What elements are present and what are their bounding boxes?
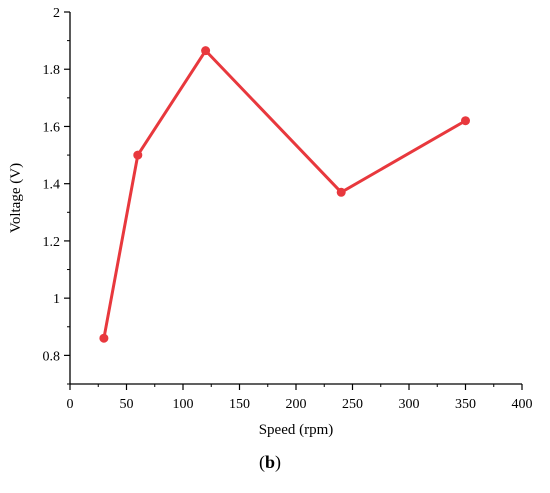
x-tick-label: 100 <box>173 397 194 412</box>
data-point <box>133 150 143 160</box>
x-tick-label: 50 <box>120 397 134 412</box>
x-tick-label: 250 <box>342 397 363 412</box>
x-tick-label: 400 <box>512 397 533 412</box>
y-tick-label: 0.8 <box>43 349 61 364</box>
caption-open: ( <box>258 452 265 472</box>
x-tick-label: 0 <box>67 397 74 412</box>
figure-caption: (b) <box>0 452 540 473</box>
y-tick-label: 1.8 <box>43 63 61 78</box>
x-tick-label: 200 <box>286 397 307 412</box>
data-point <box>201 46 211 56</box>
y-tick-label: 1.4 <box>43 178 61 193</box>
x-tick-label: 300 <box>399 397 420 412</box>
axes <box>69 12 522 385</box>
y-tick-label: 2 <box>53 6 60 21</box>
axis-ticks: 0 50 100 150 200 250 300 350 400 0.8 1 1.2 1.4 1.6 1.8… <box>43 6 533 412</box>
line-chart: 0 50 100 150 200 250 300 350 400 0.8 1 1.2 1.4 1.6 1.8… <box>8 6 533 438</box>
caption-close: ) <box>275 452 281 472</box>
y-tick-label: 1 <box>53 292 60 307</box>
data-point <box>461 116 470 126</box>
data-point <box>99 333 109 343</box>
x-axis-title: Speed (rpm) <box>259 422 334 438</box>
caption-label: b <box>264 452 275 472</box>
x-tick-label: 350 <box>455 397 476 412</box>
y-tick-label: 1.2 <box>43 235 61 250</box>
data-point <box>336 187 346 197</box>
y-tick-label: 1.6 <box>43 120 61 135</box>
y-axis-title: Voltage (V) <box>8 163 24 233</box>
x-tick-label: 150 <box>229 397 250 412</box>
series-line <box>102 49 467 340</box>
data-series <box>99 46 470 343</box>
